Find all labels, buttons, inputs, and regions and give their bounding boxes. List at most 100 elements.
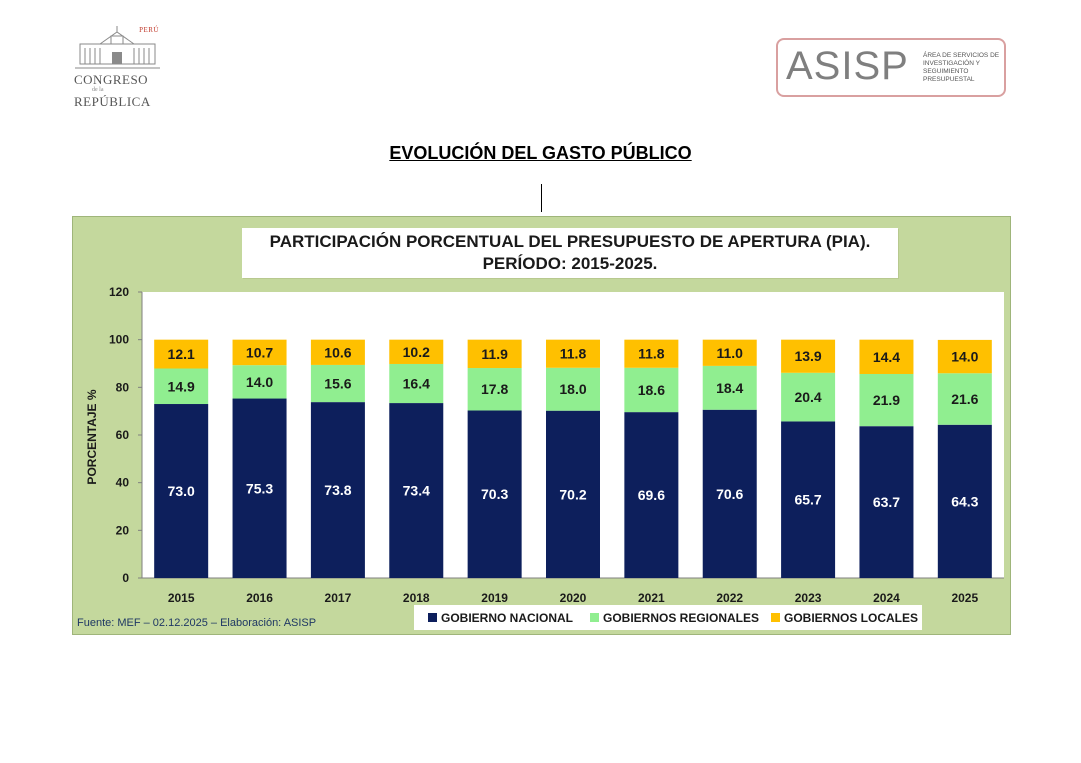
bar-segment bbox=[702, 339, 757, 366]
data-label: 20.4 bbox=[794, 389, 821, 405]
x-tick-label: 2025 bbox=[951, 591, 978, 605]
data-label: 14.4 bbox=[873, 349, 900, 365]
asisp-acronym: ASISP bbox=[786, 44, 909, 88]
y-axis-title: PORCENTAJE % bbox=[85, 389, 99, 484]
chart-title-box: PARTICIPACIÓN PORCENTUAL DEL PRESUPUESTO… bbox=[242, 228, 898, 278]
bar-segment bbox=[310, 339, 365, 365]
bar-segment bbox=[232, 339, 287, 366]
y-tick-label: 120 bbox=[109, 285, 129, 299]
logo-text-congreso: CONGRESO bbox=[74, 72, 149, 87]
bar-segment bbox=[859, 373, 914, 427]
x-tick-label: 2021 bbox=[638, 591, 665, 605]
source-note: Fuente: MEF – 02.12.2025 – Elaboración: … bbox=[77, 617, 317, 629]
divider-line bbox=[541, 184, 542, 212]
bar-segment bbox=[232, 365, 287, 399]
legend-label: GOBIERNO NACIONAL bbox=[441, 611, 573, 625]
x-tick-label: 2022 bbox=[716, 591, 743, 605]
x-tick-label: 2024 bbox=[873, 591, 900, 605]
logo-text-republica: REPÚBLICA bbox=[74, 94, 151, 109]
logo-country: PERÚ bbox=[139, 26, 159, 34]
x-tick-label: 2018 bbox=[403, 591, 430, 605]
bar-segment bbox=[546, 367, 600, 411]
data-label: 14.0 bbox=[951, 349, 978, 365]
bar-segment bbox=[937, 424, 992, 578]
bar-segment bbox=[389, 363, 444, 404]
x-tick-label: 2016 bbox=[246, 591, 273, 605]
bar-segment bbox=[781, 421, 836, 578]
data-label: 18.6 bbox=[638, 382, 665, 398]
data-label: 18.4 bbox=[716, 380, 743, 396]
legend-label: GOBIERNOS LOCALES bbox=[784, 611, 918, 625]
page-title: EVOLUCIÓN DEL GASTO PÚBLICO bbox=[389, 143, 692, 163]
y-tick-label: 20 bbox=[116, 523, 130, 537]
data-label: 69.6 bbox=[638, 487, 665, 503]
congreso-logo: PERÚ CONGRESO de la REPÚBLICA bbox=[70, 22, 165, 112]
data-label: 14.9 bbox=[168, 378, 195, 394]
y-tick-label: 60 bbox=[116, 428, 130, 442]
bar-segment bbox=[154, 368, 209, 405]
bar-segment bbox=[389, 339, 444, 364]
data-label: 70.3 bbox=[481, 486, 508, 502]
data-label: 75.3 bbox=[246, 480, 273, 496]
legend-swatch bbox=[771, 613, 780, 622]
data-label: 11.8 bbox=[560, 346, 587, 362]
legend-swatch bbox=[590, 613, 599, 622]
data-label: 70.2 bbox=[559, 486, 586, 502]
bar-segment bbox=[467, 410, 522, 578]
legend-label: GOBIERNOS REGIONALES bbox=[603, 611, 759, 625]
legend-box bbox=[414, 605, 922, 630]
data-label: 21.9 bbox=[873, 392, 900, 408]
bar-segment bbox=[859, 339, 914, 374]
y-tick-label: 100 bbox=[109, 333, 129, 347]
bar-segment bbox=[154, 339, 209, 369]
x-tick-label: 2020 bbox=[560, 591, 587, 605]
data-label: 10.2 bbox=[403, 344, 430, 360]
data-label: 10.7 bbox=[246, 344, 273, 360]
bar-segment bbox=[389, 403, 444, 578]
data-label: 17.8 bbox=[481, 381, 508, 397]
x-tick-label: 2015 bbox=[168, 591, 195, 605]
congress-building-icon bbox=[75, 26, 160, 69]
data-label: 16.4 bbox=[403, 376, 430, 392]
y-tick-label: 40 bbox=[116, 476, 130, 490]
chart-subtitle: PERÍODO: 2015-2025. bbox=[482, 254, 658, 273]
data-label: 15.6 bbox=[324, 376, 351, 392]
asisp-logo: ASISP ÁREA DE SERVICIOS DE INVESTIGACIÓN… bbox=[776, 38, 1006, 97]
data-label: 13.9 bbox=[794, 348, 821, 364]
data-label: 11.8 bbox=[638, 346, 665, 362]
data-label: 18.0 bbox=[559, 381, 586, 397]
bar-segment bbox=[781, 339, 836, 373]
data-label: 11.0 bbox=[716, 345, 743, 361]
chart-title: PARTICIPACIÓN PORCENTUAL DEL PRESUPUESTO… bbox=[269, 232, 871, 251]
data-label: 70.6 bbox=[716, 486, 743, 502]
bar-segment bbox=[310, 402, 365, 578]
data-label: 14.0 bbox=[246, 374, 273, 390]
data-label: 65.7 bbox=[794, 492, 821, 508]
data-label: 11.9 bbox=[481, 346, 508, 362]
y-tick-label: 0 bbox=[122, 571, 129, 585]
bar-segment bbox=[937, 373, 992, 425]
bar-segment bbox=[467, 339, 522, 369]
bar-segment bbox=[859, 426, 914, 578]
legend-swatch bbox=[428, 613, 437, 622]
data-label: 73.0 bbox=[168, 483, 195, 499]
bar-segment bbox=[154, 404, 209, 578]
data-label: 12.1 bbox=[168, 346, 195, 362]
data-label: 21.6 bbox=[951, 391, 978, 407]
bar-segment bbox=[546, 410, 600, 578]
bar-segment bbox=[702, 365, 757, 410]
bar-segment bbox=[624, 412, 679, 578]
data-label: 63.7 bbox=[873, 494, 900, 510]
data-label: 64.3 bbox=[951, 493, 978, 509]
bar-segment bbox=[467, 368, 522, 411]
x-tick-label: 2023 bbox=[795, 591, 822, 605]
x-tick-label: 2019 bbox=[481, 591, 508, 605]
bar-segment bbox=[546, 339, 600, 368]
y-tick-label: 80 bbox=[116, 380, 130, 394]
bar-segment bbox=[937, 339, 992, 374]
bar-segment bbox=[781, 372, 836, 422]
bar-segment bbox=[232, 398, 287, 578]
bar-segment bbox=[624, 367, 679, 413]
asisp-subtitle: ÁREA DE SERVICIOS DE INVESTIGACIÓN Y SEG… bbox=[923, 52, 1000, 83]
